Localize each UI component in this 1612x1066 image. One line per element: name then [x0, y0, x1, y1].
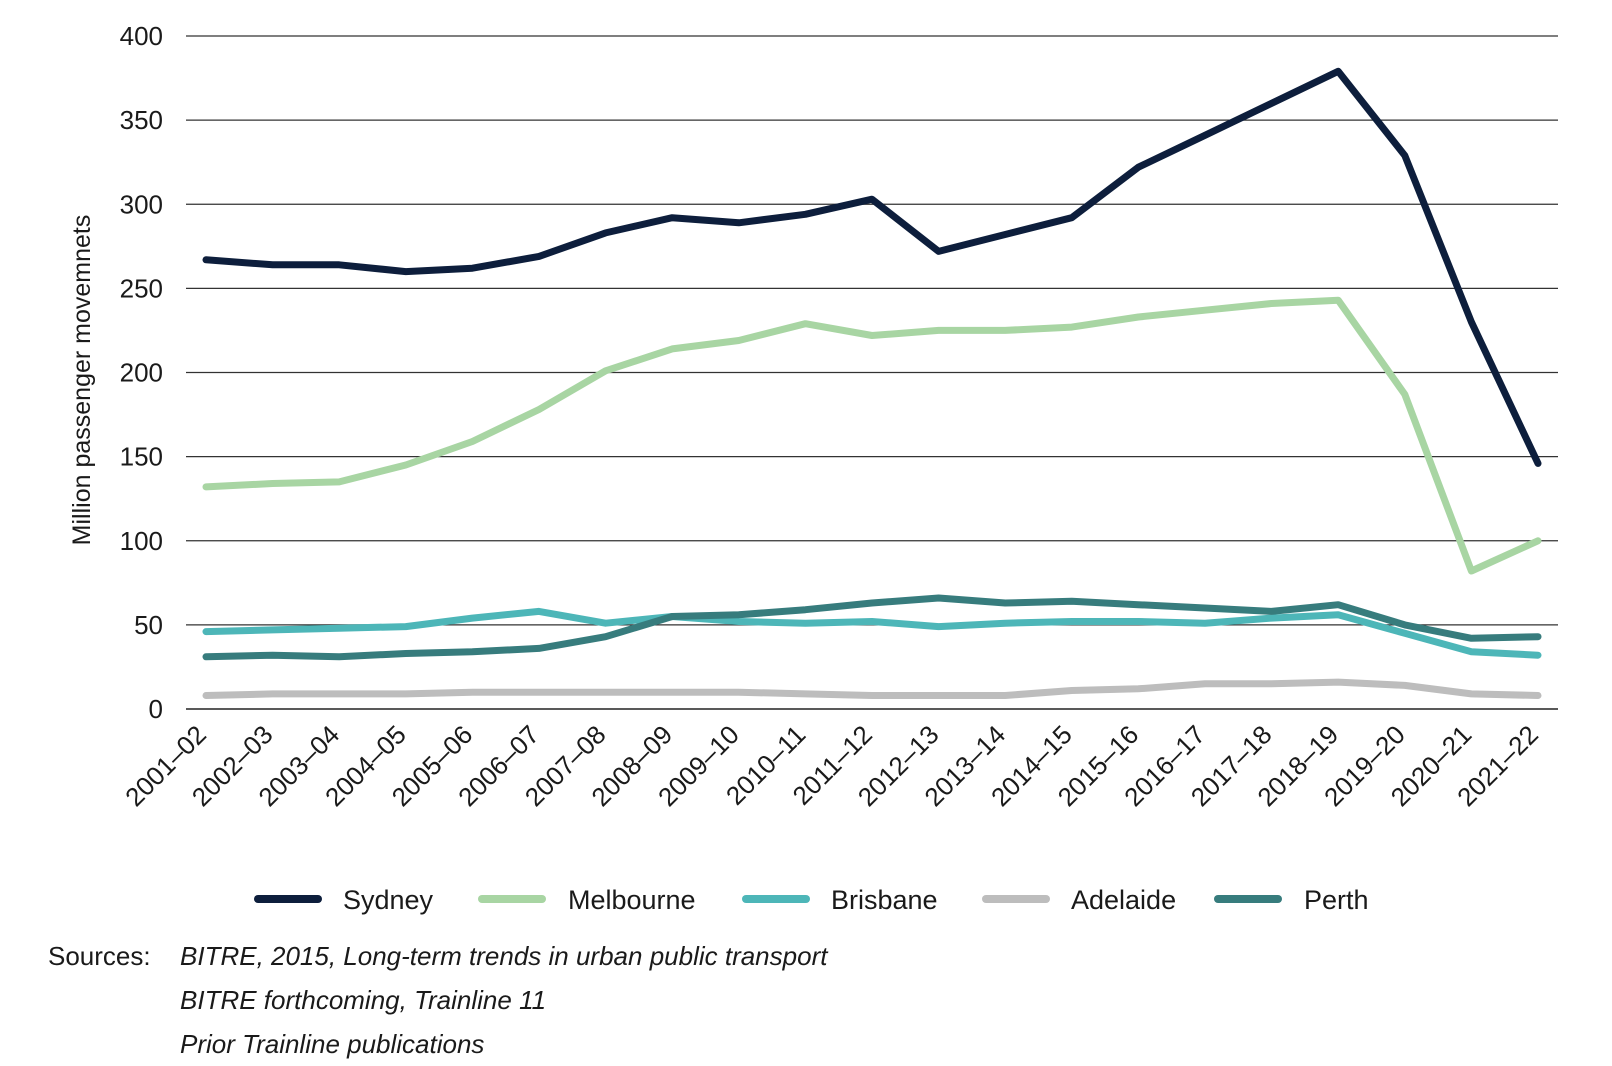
legend-label-melbourne: Melbourne	[568, 885, 696, 915]
y-tick-label: 100	[120, 526, 163, 556]
sources-title: Sources:	[48, 941, 151, 971]
series-line-melbourne	[202, 296, 1542, 575]
series-line-perth	[202, 594, 1542, 661]
legend-item-melbourne: Melbourne	[478, 885, 696, 915]
legend-label-brisbane: Brisbane	[831, 885, 938, 915]
y-tick-label: 350	[120, 105, 163, 135]
legend-label-sydney: Sydney	[343, 885, 434, 915]
sources-note: Sources: BITRE, 2015, Long-term trends i…	[48, 934, 827, 1066]
sources-row-2: BITRE forthcoming, Trainline 11	[48, 978, 827, 1022]
chart-legend: Sydney Melbourne Brisbane Adelaide Perth	[254, 885, 1369, 915]
y-tick-label: 300	[120, 189, 163, 219]
x-axis-ticks: 2001–022002–032003–042004–052005–062006–…	[119, 719, 1544, 812]
sources-row-3: Prior Trainline publications	[48, 1022, 827, 1066]
legend-item-brisbane: Brisbane	[742, 885, 938, 915]
series-line-adelaide	[202, 678, 1542, 699]
source-line-3: Prior Trainline publications	[180, 1029, 485, 1059]
y-tick-label: 400	[120, 21, 163, 51]
y-tick-label: 50	[134, 610, 163, 640]
line-chart: 0 50 100 150 200 250 300 350 400 2001–022002–032…	[68, 21, 1558, 915]
y-axis-ticks: 0 50 100 150 200 250 300 350 400	[120, 21, 163, 724]
legend-item-sydney: Sydney	[254, 885, 434, 915]
legend-label-perth: Perth	[1304, 885, 1369, 915]
source-line-1: BITRE, 2015, Long-term trends in urban p…	[180, 941, 828, 971]
legend-item-adelaide: Adelaide	[982, 885, 1176, 915]
legend-label-adelaide: Adelaide	[1071, 885, 1176, 915]
y-axis-label: Million passenger movemnets	[68, 215, 96, 546]
legend-item-perth: Perth	[1214, 885, 1369, 915]
sources-spacer	[48, 978, 180, 1022]
y-tick-label: 200	[120, 358, 163, 388]
series-line-sydney	[202, 67, 1542, 467]
y-tick-label: 0	[149, 694, 163, 724]
sources-row-1: Sources: BITRE, 2015, Long-term trends i…	[48, 934, 827, 978]
source-line-2: BITRE forthcoming, Trainline 11	[180, 985, 547, 1015]
sources-spacer	[48, 1022, 180, 1066]
series-line-brisbane	[202, 607, 1542, 659]
y-tick-label: 250	[120, 273, 163, 303]
y-tick-label: 150	[120, 442, 163, 472]
series-lines	[202, 67, 1542, 699]
